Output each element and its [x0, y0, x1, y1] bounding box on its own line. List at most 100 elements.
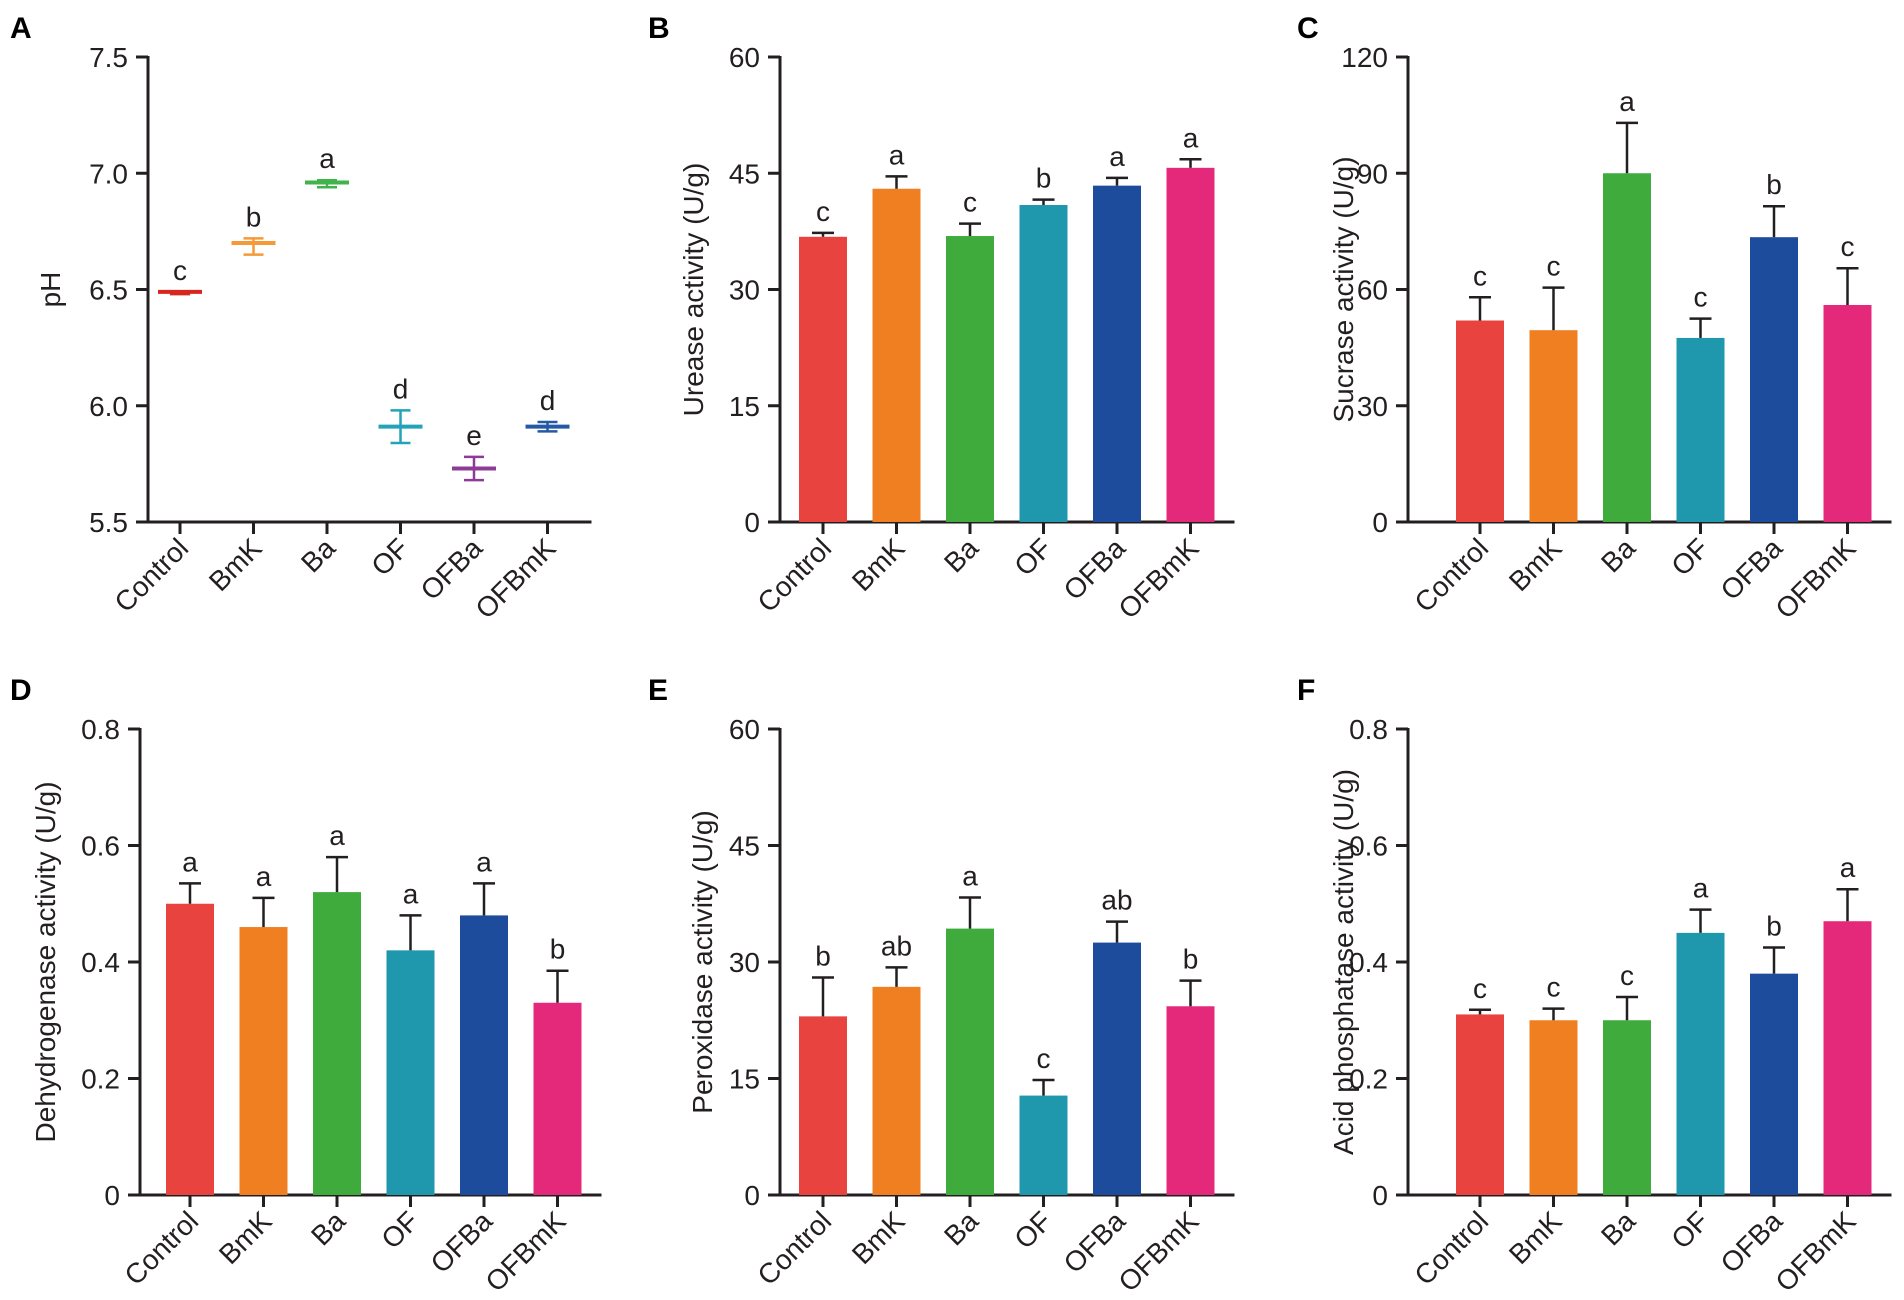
- y-axis-label: Sucrase activity (U/g): [1328, 156, 1359, 422]
- y-tick-label: 0.6: [1349, 831, 1388, 862]
- significance-letter: e: [466, 420, 482, 451]
- significance-letter: a: [1183, 122, 1199, 153]
- significance-letter: a: [476, 846, 492, 877]
- significance-letter: a: [962, 861, 978, 892]
- bar: [1019, 1095, 1068, 1195]
- y-tick-label: 0: [1372, 507, 1388, 538]
- bar: [872, 188, 921, 522]
- significance-letter: c: [1473, 260, 1487, 291]
- significance-letter: b: [1036, 163, 1052, 194]
- y-tick-label: 0.2: [81, 1064, 120, 1095]
- y-tick-label: 0: [744, 507, 760, 538]
- panel-letter: E: [648, 674, 668, 707]
- bar: [533, 1002, 582, 1195]
- bar: [386, 950, 435, 1195]
- y-axis-label: Urease activity (U/g): [678, 163, 709, 417]
- bar: [946, 236, 994, 522]
- y-tick-label: 15: [729, 1064, 760, 1095]
- bar: [1529, 1020, 1578, 1195]
- significance-letter: d: [393, 373, 409, 404]
- significance-letter: a: [256, 861, 272, 892]
- bar: [1166, 167, 1215, 522]
- y-tick-label: 60: [1357, 275, 1388, 306]
- bar: [946, 928, 994, 1195]
- significance-letter: a: [319, 143, 335, 174]
- significance-letter: b: [1766, 910, 1782, 941]
- significance-letter: d: [540, 385, 556, 416]
- y-tick-label: 60: [729, 714, 760, 745]
- panel-letter: B: [648, 12, 670, 45]
- y-tick-label: 0.4: [81, 947, 120, 978]
- bar: [166, 903, 214, 1195]
- significance-letter: c: [1841, 231, 1855, 262]
- significance-letter: a: [889, 139, 905, 170]
- y-tick-label: 7.5: [89, 42, 128, 73]
- significance-letter: a: [1109, 141, 1125, 172]
- significance-letter: c: [1694, 282, 1708, 313]
- y-tick-label: 45: [729, 831, 760, 862]
- y-tick-label: 90: [1357, 158, 1388, 189]
- y-tick-label: 60: [729, 42, 760, 73]
- y-axis-label: Peroxidase activity (U/g): [687, 810, 718, 1113]
- y-axis-label: Dehydrogenase activity (U/g): [30, 781, 61, 1142]
- panel-letter: F: [1297, 674, 1315, 707]
- bar: [1676, 337, 1725, 522]
- bar: [239, 927, 288, 1195]
- panel-letter: C: [1297, 12, 1319, 45]
- y-tick-label: 45: [729, 158, 760, 189]
- y-tick-label: 30: [729, 275, 760, 306]
- y-tick-label: 0: [104, 1180, 120, 1211]
- y-tick-label: 30: [729, 947, 760, 978]
- y-tick-label: 0.6: [81, 831, 120, 862]
- bar: [1750, 237, 1798, 522]
- bar: [1456, 1014, 1504, 1195]
- panel-letter: D: [10, 674, 32, 707]
- significance-letter: c: [1547, 972, 1561, 1003]
- y-tick-label: 0: [1372, 1180, 1388, 1211]
- bar: [1529, 330, 1578, 522]
- y-tick-label: 6.5: [89, 275, 128, 306]
- bar: [1603, 173, 1651, 522]
- bar: [1823, 921, 1872, 1195]
- significance-letter: c: [963, 187, 977, 218]
- significance-letter: ab: [1101, 885, 1132, 916]
- bar: [1456, 320, 1504, 522]
- bar: [1019, 205, 1068, 522]
- significance-letter: c: [1547, 251, 1561, 282]
- y-tick-label: 0.4: [1349, 947, 1388, 978]
- significance-letter: b: [1766, 169, 1782, 200]
- y-tick-label: 5.5: [89, 507, 128, 538]
- y-tick-label: 0.8: [1349, 714, 1388, 745]
- significance-letter: b: [815, 941, 831, 972]
- y-tick-label: 120: [1341, 42, 1388, 73]
- significance-letter: c: [816, 196, 830, 227]
- significance-letter: b: [550, 934, 566, 965]
- bar: [1823, 305, 1872, 522]
- significance-letter: a: [1619, 86, 1635, 117]
- bar: [1676, 932, 1725, 1195]
- y-axis-label: Acid phosphatase activity (U/g): [1328, 769, 1359, 1155]
- bar: [1603, 1020, 1651, 1195]
- significance-letter: c: [173, 255, 187, 286]
- significance-letter: a: [1840, 852, 1856, 883]
- y-tick-label: 15: [729, 391, 760, 422]
- significance-letter: b: [1183, 944, 1199, 975]
- significance-letter: a: [1693, 873, 1709, 904]
- y-tick-label: 30: [1357, 391, 1388, 422]
- significance-letter: c: [1473, 973, 1487, 1004]
- bar: [1750, 973, 1798, 1195]
- bar: [799, 1016, 847, 1195]
- y-axis-label: pH: [35, 272, 66, 308]
- significance-letter: c: [1620, 960, 1634, 991]
- y-tick-label: 0.2: [1349, 1064, 1388, 1095]
- y-tick-label: 6.0: [89, 391, 128, 422]
- panel-letter: A: [10, 12, 32, 45]
- bar: [872, 986, 921, 1195]
- bar: [1093, 942, 1141, 1195]
- y-tick-label: 0.8: [81, 714, 120, 745]
- significance-letter: a: [329, 820, 345, 851]
- bar: [1093, 185, 1141, 522]
- significance-letter: b: [246, 201, 262, 232]
- bar: [460, 915, 508, 1195]
